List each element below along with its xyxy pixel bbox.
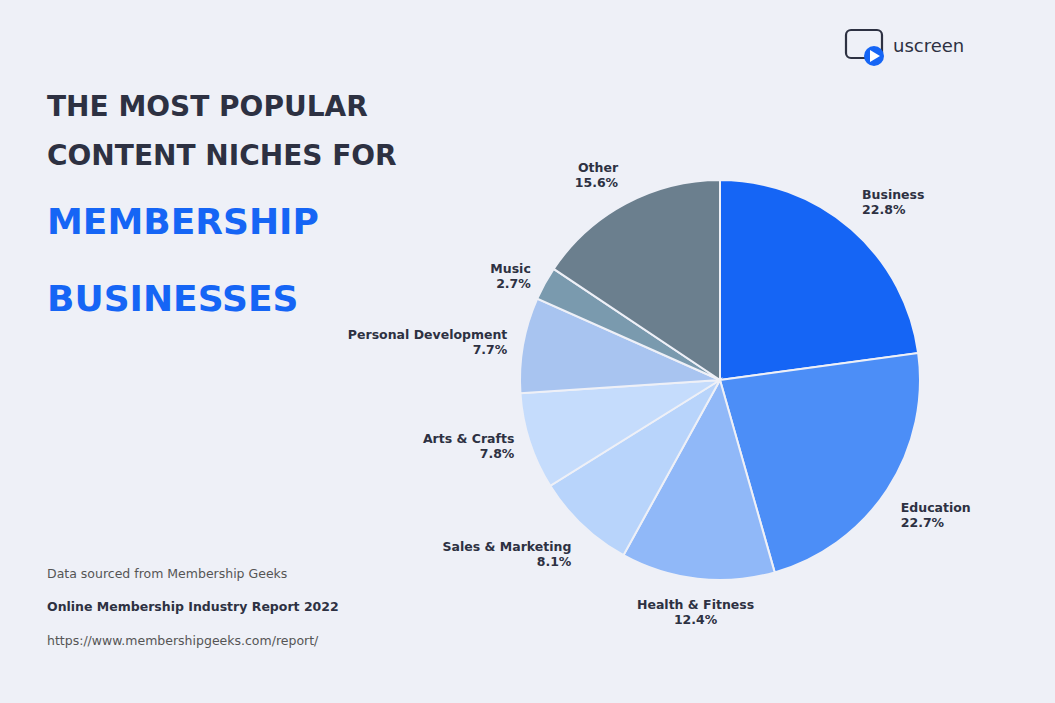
slice-label: Business <box>862 187 924 202</box>
slice-label: Arts & Crafts <box>423 431 515 446</box>
background <box>0 0 1055 703</box>
data-label: Personal Development7.7% <box>348 327 508 357</box>
source-note: https://www.membershipgeeks.com/report/ <box>47 633 319 648</box>
slice <box>520 380 720 486</box>
data-label: Music2.7% <box>490 261 531 291</box>
data-label: Sales & Marketing8.1% <box>443 539 572 569</box>
value-label: 22.7% <box>901 515 945 530</box>
slice-label: Education <box>901 500 971 515</box>
title: THE MOST POPULAR <box>47 90 368 123</box>
data-label: Other15.6% <box>575 160 619 190</box>
value-label: 7.8% <box>480 446 515 461</box>
title: MEMBERSHIP <box>47 201 319 242</box>
brand: uscreen <box>893 35 964 56</box>
data-label: Business22.8% <box>862 187 924 217</box>
slice <box>720 180 918 380</box>
chart: THE MOST POPULAR CONTENT NICHES FOR MEMBER… <box>0 0 1055 703</box>
pie <box>520 180 920 580</box>
value-label: 2.7% <box>496 276 531 291</box>
value-label: 8.1% <box>537 554 572 569</box>
slice <box>554 180 720 380</box>
slice-label: Health & Fitness <box>637 597 754 612</box>
value-label: 7.7% <box>473 342 508 357</box>
source-note: Online Membership Industry Report 2022 <box>47 599 339 614</box>
data-label: Education22.7% <box>901 500 971 530</box>
logo-play <box>870 50 880 62</box>
data-label: Arts & Crafts7.8% <box>423 431 515 461</box>
slice-label: Music <box>490 261 530 276</box>
value-label: 12.4% <box>674 612 718 627</box>
value-label: 22.8% <box>862 202 906 217</box>
data-label: Health & Fitness12.4% <box>637 597 754 627</box>
title: CONTENT NICHES FOR <box>47 139 397 172</box>
slice-label: Other <box>578 160 619 175</box>
logo: uscreen <box>846 30 964 66</box>
slice-label: Personal Development <box>348 327 508 342</box>
slice-label: Sales & Marketing <box>443 539 572 554</box>
logo-circle <box>864 46 884 66</box>
title: BUSINESSES <box>47 278 298 319</box>
value-label: 15.6% <box>575 175 619 190</box>
source-note: Data sourced from Membership Geeks <box>47 566 287 581</box>
